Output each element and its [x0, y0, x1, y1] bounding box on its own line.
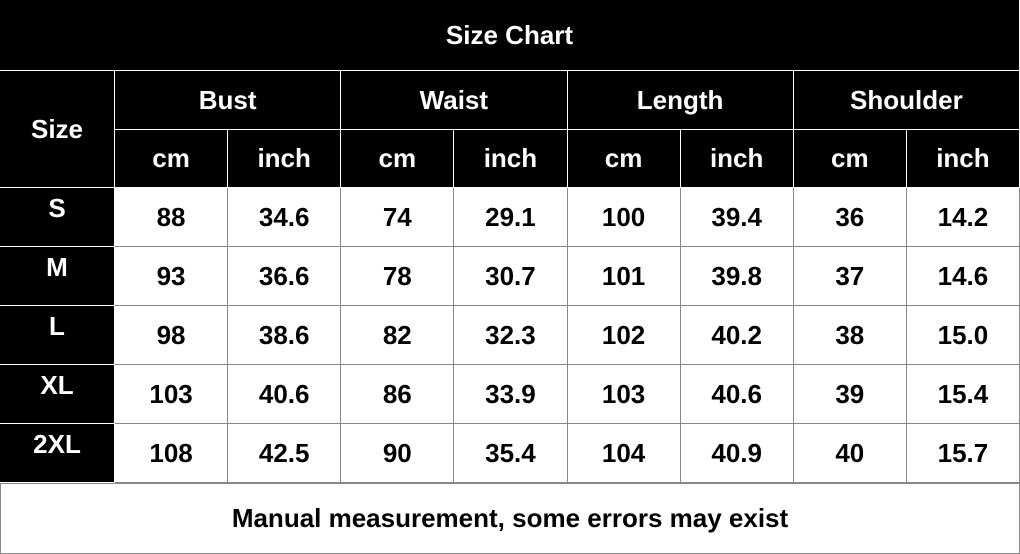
cell: 30.7: [454, 247, 568, 306]
group-header: Waist: [341, 71, 568, 130]
cell: 93: [115, 247, 229, 306]
cell: 90: [341, 424, 455, 483]
cell: 15.7: [906, 424, 1020, 483]
cell: 39: [793, 365, 907, 424]
cell: 101: [567, 247, 681, 306]
cell: 36.6: [228, 247, 342, 306]
cell: 29.1: [454, 188, 568, 247]
cell: 32.3: [454, 306, 568, 365]
cell: 78: [341, 247, 455, 306]
cell: 39.4: [680, 188, 794, 247]
cell: 15.4: [906, 365, 1020, 424]
group-header: Bust: [115, 71, 342, 130]
size-label: XL: [0, 365, 115, 424]
cell: 33.9: [454, 365, 568, 424]
cell: 102: [567, 306, 681, 365]
unit-header: cm: [793, 130, 907, 188]
unit-header: cm: [341, 130, 455, 188]
cell: 14.2: [906, 188, 1020, 247]
title: Size Chart: [0, 0, 1020, 71]
cell: 14.6: [906, 247, 1020, 306]
size-label: 2XL: [0, 424, 115, 483]
group-header: Length: [567, 71, 794, 130]
cell: 104: [567, 424, 681, 483]
cell: 40: [793, 424, 907, 483]
size-label: S: [0, 188, 115, 247]
cell: 42.5: [228, 424, 342, 483]
size-label: M: [0, 247, 115, 306]
cell: 40.9: [680, 424, 794, 483]
unit-header: cm: [567, 130, 681, 188]
cell: 39.8: [680, 247, 794, 306]
cell: 40.6: [228, 365, 342, 424]
cell: 88: [115, 188, 229, 247]
cell: 98: [115, 306, 229, 365]
unit-header: inch: [906, 130, 1020, 188]
unit-header: inch: [228, 130, 342, 188]
cell: 82: [341, 306, 455, 365]
group-header: Shoulder: [793, 71, 1020, 130]
unit-header: inch: [454, 130, 568, 188]
cell: 15.0: [906, 306, 1020, 365]
size-label: L: [0, 306, 115, 365]
cell: 103: [567, 365, 681, 424]
cell: 34.6: [228, 188, 342, 247]
cell: 103: [115, 365, 229, 424]
cell: 40.6: [680, 365, 794, 424]
size-header: Size: [0, 71, 115, 188]
cell: 35.4: [454, 424, 568, 483]
unit-header: cm: [115, 130, 229, 188]
footer: Manual measurement, some errors may exis…: [0, 483, 1020, 554]
cell: 37: [793, 247, 907, 306]
cell: 40.2: [680, 306, 794, 365]
cell: 100: [567, 188, 681, 247]
cell: 108: [115, 424, 229, 483]
unit-header: inch: [680, 130, 794, 188]
cell: 86: [341, 365, 455, 424]
cell: 36: [793, 188, 907, 247]
cell: 74: [341, 188, 455, 247]
cell: 38: [793, 306, 907, 365]
cell: 38.6: [228, 306, 342, 365]
